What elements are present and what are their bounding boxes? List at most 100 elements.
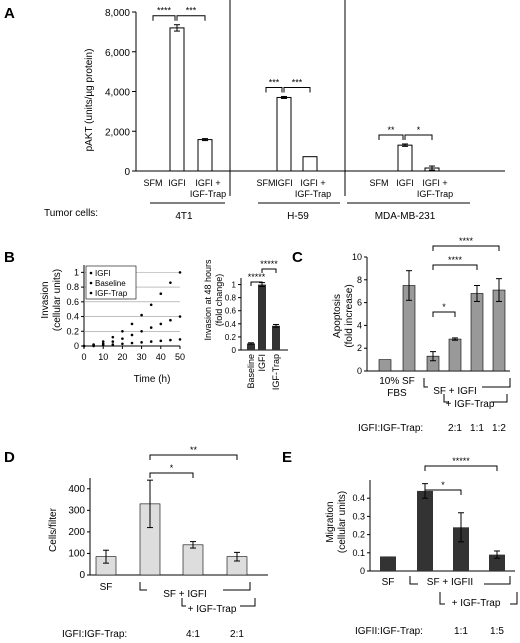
panel-d-trap-bracket	[181, 598, 256, 607]
panel-c-ratio-label: IGFI:IGF-Trap:	[358, 423, 423, 434]
panel-d-ytick-label: 100	[68, 548, 85, 559]
panel-a-xtick-label: IGFI	[275, 178, 293, 188]
panel-e-sig	[424, 489, 462, 495]
panel-b-point-igf-trap	[130, 333, 134, 337]
panel-e-trap-bracket	[439, 592, 518, 605]
panel-b-bar-ytick-label: 0	[232, 346, 237, 355]
panel-c-sig	[432, 245, 500, 251]
panel-b-point-baseline	[149, 340, 153, 343]
panel-b-legend-marker	[89, 291, 93, 295]
panel-a-tumor-label: MDA-MB-231	[375, 211, 436, 222]
panel-c-sig-label: ****	[459, 236, 474, 246]
panel-b-legend-label: IGFI	[95, 269, 111, 278]
panel-e-sig-label: *****	[452, 456, 470, 466]
panel-a-xtick-label: IGF-Trap	[190, 189, 226, 199]
panel-a-ytick-label: 6,000	[105, 48, 130, 59]
panel-b-ytick-label: 0.4	[66, 312, 79, 322]
panel-c-xtick-label: 10% SF	[379, 376, 415, 387]
panel-b-ylabel-2: (cellular units)	[52, 269, 63, 331]
panel-a-sig-label: ***	[269, 77, 280, 87]
panel-b-point-igfi	[159, 292, 163, 296]
panel-c-ytick-label: 10	[352, 252, 362, 262]
panel-d-ytick-label: 300	[68, 505, 85, 516]
panel-a-sig-label: **	[387, 125, 395, 135]
panel-a-xtick-label: IGFI +	[422, 178, 447, 188]
panel-c-sig	[432, 264, 478, 270]
panel-d-ylabel: Cells/filter	[48, 507, 59, 552]
panel-b-ytick-label: 0.8	[66, 282, 79, 292]
panel-b-bar	[272, 325, 280, 350]
panel-a-sig-label: ***	[292, 77, 303, 87]
panel-b-point-igfi	[140, 313, 143, 317]
panel-b-point-igf-trap	[140, 329, 143, 333]
panel-e-ytick-label: 0.4	[352, 493, 365, 503]
panel-e-group-label: SF + IGFII	[427, 577, 473, 588]
panel-b-xtick-label: 10	[98, 352, 108, 362]
panel-b-bar-xtick-label: Baseline	[246, 354, 256, 389]
panel-a-xtick-label: SFM	[257, 178, 276, 188]
panel-label-a: A	[4, 5, 15, 22]
panel-b-point-baseline	[140, 341, 143, 344]
panel-label-b: B	[4, 249, 15, 266]
panel-d-trap-label: + IGF-Trap	[188, 604, 237, 615]
panel-c-ylabel-2: (fold increase)	[344, 284, 355, 347]
panel-a-tumor-label: H-59	[287, 211, 309, 222]
panel-b-xlabel: Time (h)	[134, 374, 171, 385]
panel-c-ytick-label: 0	[357, 366, 362, 376]
panel-d-ytick-label: 400	[68, 484, 85, 495]
panel-a-sig	[378, 134, 404, 140]
panel-b-point-igf-trap	[159, 322, 163, 326]
panel-e-group-bracket	[409, 576, 511, 585]
panel-a-xtick-label: IGFI	[168, 178, 186, 188]
panel-a-sig	[152, 15, 176, 21]
panel-b-point-baseline	[111, 343, 115, 346]
panel-b-bar-xtick-label: IGFI	[257, 354, 267, 372]
panel-b-bar-ytick-label: 0.2	[225, 333, 237, 342]
panel-b-legend-label: Baseline	[95, 279, 126, 288]
panel-d-group-label: SF + IGFI	[163, 589, 207, 600]
panel-b-ytick-label: 0	[74, 341, 79, 351]
panel-d-ratio-label: IGFI:IGF-Trap:	[62, 629, 127, 640]
panel-b-xtick-label: 50	[175, 352, 185, 362]
panel-b-point-igf-trap	[82, 344, 86, 348]
panel-c-bar	[470, 293, 484, 372]
panel-b-bar-xtick-label: IGF-Trap	[271, 354, 281, 390]
panel-a-xtick-label: IGFI	[396, 178, 414, 188]
panel-a-xtick-label: IGFI +	[195, 178, 220, 188]
panel-d-sig	[149, 472, 194, 478]
panel-a-xtick-label: SFM	[370, 178, 389, 188]
panel-b-bar-sig	[250, 281, 263, 286]
panel-a-bar	[302, 156, 318, 172]
panel-c-ratio: 2:1	[448, 423, 462, 434]
panel-c-ytick-label: 6	[357, 298, 362, 308]
panel-a-bar	[276, 96, 292, 172]
panel-c-bar	[492, 289, 506, 372]
panel-a-ytick-label: 2,000	[105, 127, 130, 138]
panel-c-ytick-label: 8	[357, 275, 362, 285]
panel-a-ylabel: pAKT (units/µg protein)	[84, 49, 95, 152]
panel-e-bar	[380, 556, 396, 571]
panel-b-xtick-label: 0	[81, 352, 86, 362]
panel-e-ratio: 1:5	[490, 626, 504, 637]
panel-b-bar	[258, 284, 266, 350]
panel-d-sig-label: *	[170, 463, 174, 473]
panel-label-c: C	[292, 249, 303, 266]
panel-b-bar-sig-label: *****	[260, 259, 278, 269]
panel-b-bar-sig	[261, 268, 277, 273]
panel-c-trap-label: + IGF-Trap	[446, 399, 495, 410]
panel-b-bar-sig-label: *****	[248, 272, 266, 282]
panel-a-sig	[283, 86, 311, 93]
panel-b-bar-ytick-label: 0.6	[225, 307, 237, 316]
panel-b-legend-label: IGF-Trap	[95, 289, 128, 298]
panel-b-point-igfi	[149, 303, 153, 307]
panel-c-trap-bracket	[443, 394, 508, 403]
panel-b-point-igf-trap	[178, 315, 182, 318]
panel-b-bar-ytick-label: 0.8	[225, 294, 237, 303]
panel-b-ylabel-1: Invasion	[40, 281, 51, 318]
panel-c-bar	[448, 338, 462, 372]
panel-label-d: D	[4, 449, 15, 466]
panel-c-xtick-label: FBS	[387, 388, 407, 399]
panel-b-legend-box	[85, 265, 137, 300]
panel-d-ratio: 2:1	[230, 629, 244, 640]
